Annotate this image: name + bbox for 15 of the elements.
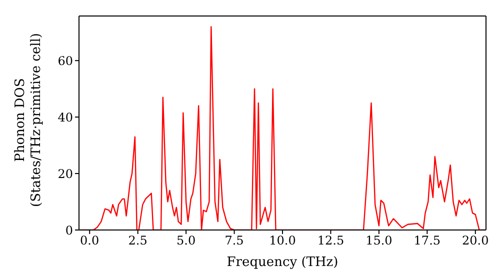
x-tick-label: 17.5 xyxy=(414,234,441,248)
y-tick-label: 60 xyxy=(58,54,73,68)
x-tick-label: 15.0 xyxy=(366,234,392,248)
x-tick-label: 2.5 xyxy=(128,234,148,248)
x-tick-label: 20.0 xyxy=(462,234,489,248)
x-axis-title: Frequency (THz) xyxy=(226,255,338,270)
y-axis-title: Phonon DOS (States/THz·primitive cell) xyxy=(13,32,44,208)
x-tick-label: 12.5 xyxy=(317,234,344,248)
x-tick-label: 5.0 xyxy=(176,234,196,248)
y-tick-label: 20 xyxy=(58,166,73,181)
y-tick-label: 0 xyxy=(65,223,73,238)
x-tick-label: 7.5 xyxy=(224,234,244,248)
x-tick-label: 10.0 xyxy=(269,234,296,248)
x-tick-label: 0.0 xyxy=(80,234,100,248)
y-tick-label: 40 xyxy=(58,110,73,124)
